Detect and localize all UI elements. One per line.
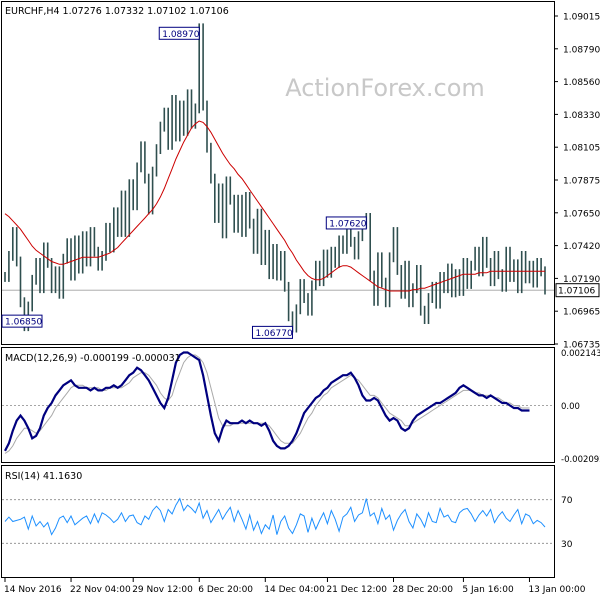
x-tick-label: 13 Jan 00:00 [528, 585, 585, 595]
price-tick-label: 1.09015 [563, 13, 600, 23]
annotation-label: 1.07620 [329, 219, 366, 229]
current-price-marker: 1.07106 [555, 283, 600, 298]
series-line-rsi [4, 497, 546, 536]
macd-tick-label: 0.00 [561, 402, 580, 412]
price-tick-label: 1.06735 [563, 341, 600, 351]
price-tick-label: 1.08560 [563, 78, 600, 88]
rsi-title: RSI(14) 41.1630 [5, 471, 82, 482]
rsi-tick-label: 30 [561, 540, 573, 550]
x-tick-label: 28 Dec 20:00 [392, 585, 453, 595]
watermark: ActionForex.com [285, 74, 485, 102]
macd-tick-label: 0.002143 [561, 349, 600, 359]
annotation-box [1, 314, 43, 328]
price-tick-label: 1.08105 [563, 144, 600, 154]
macd-title: MACD(12,26,9) -0.000199 -0.000031 [5, 353, 181, 364]
x-tick-label: 6 Dec 20:00 [198, 585, 253, 595]
annotation-box [251, 325, 293, 339]
annotation-box [325, 216, 367, 230]
annotation-label: 1.06850 [5, 318, 42, 328]
macd-tick-label: -0.002092 [561, 455, 600, 465]
annotation-label: 1.06770 [255, 329, 292, 339]
price-tick-label: 1.07420 [563, 242, 600, 252]
price-tick-label: 1.06965 [563, 308, 600, 318]
price-tick-label: 1.07650 [563, 209, 600, 219]
price-tick-label: 1.07875 [563, 177, 600, 187]
series-line-macd [4, 351, 530, 452]
price-tick-label: 1.08790 [563, 45, 600, 55]
annotation-label: 1.08970 [162, 30, 199, 40]
x-tick-label: 29 Nov 12:00 [132, 585, 193, 595]
rsi-tick-label: 70 [561, 496, 573, 506]
price-tick-label: 1.07190 [563, 275, 600, 285]
x-tick-label: 14 Dec 04:00 [264, 585, 325, 595]
price-panel [1, 1, 555, 345]
macd-panel [1, 347, 555, 463]
rsi-panel [1, 465, 555, 578]
x-tick-label: 21 Dec 12:00 [326, 585, 387, 595]
series-line-ma [4, 120, 545, 292]
current-price-label: 1.07106 [558, 287, 595, 297]
x-tick-label: 5 Jan 16:00 [462, 585, 514, 595]
x-tick-label: 22 Nov 04:00 [70, 585, 131, 595]
price-title: EURCHF,H4 1.07276 1.07332 1.07102 1.0710… [5, 6, 229, 17]
x-tick-label: 14 Nov 2016 [4, 585, 62, 595]
price-tick-label: 1.08330 [563, 111, 600, 121]
annotation-box [158, 26, 200, 40]
